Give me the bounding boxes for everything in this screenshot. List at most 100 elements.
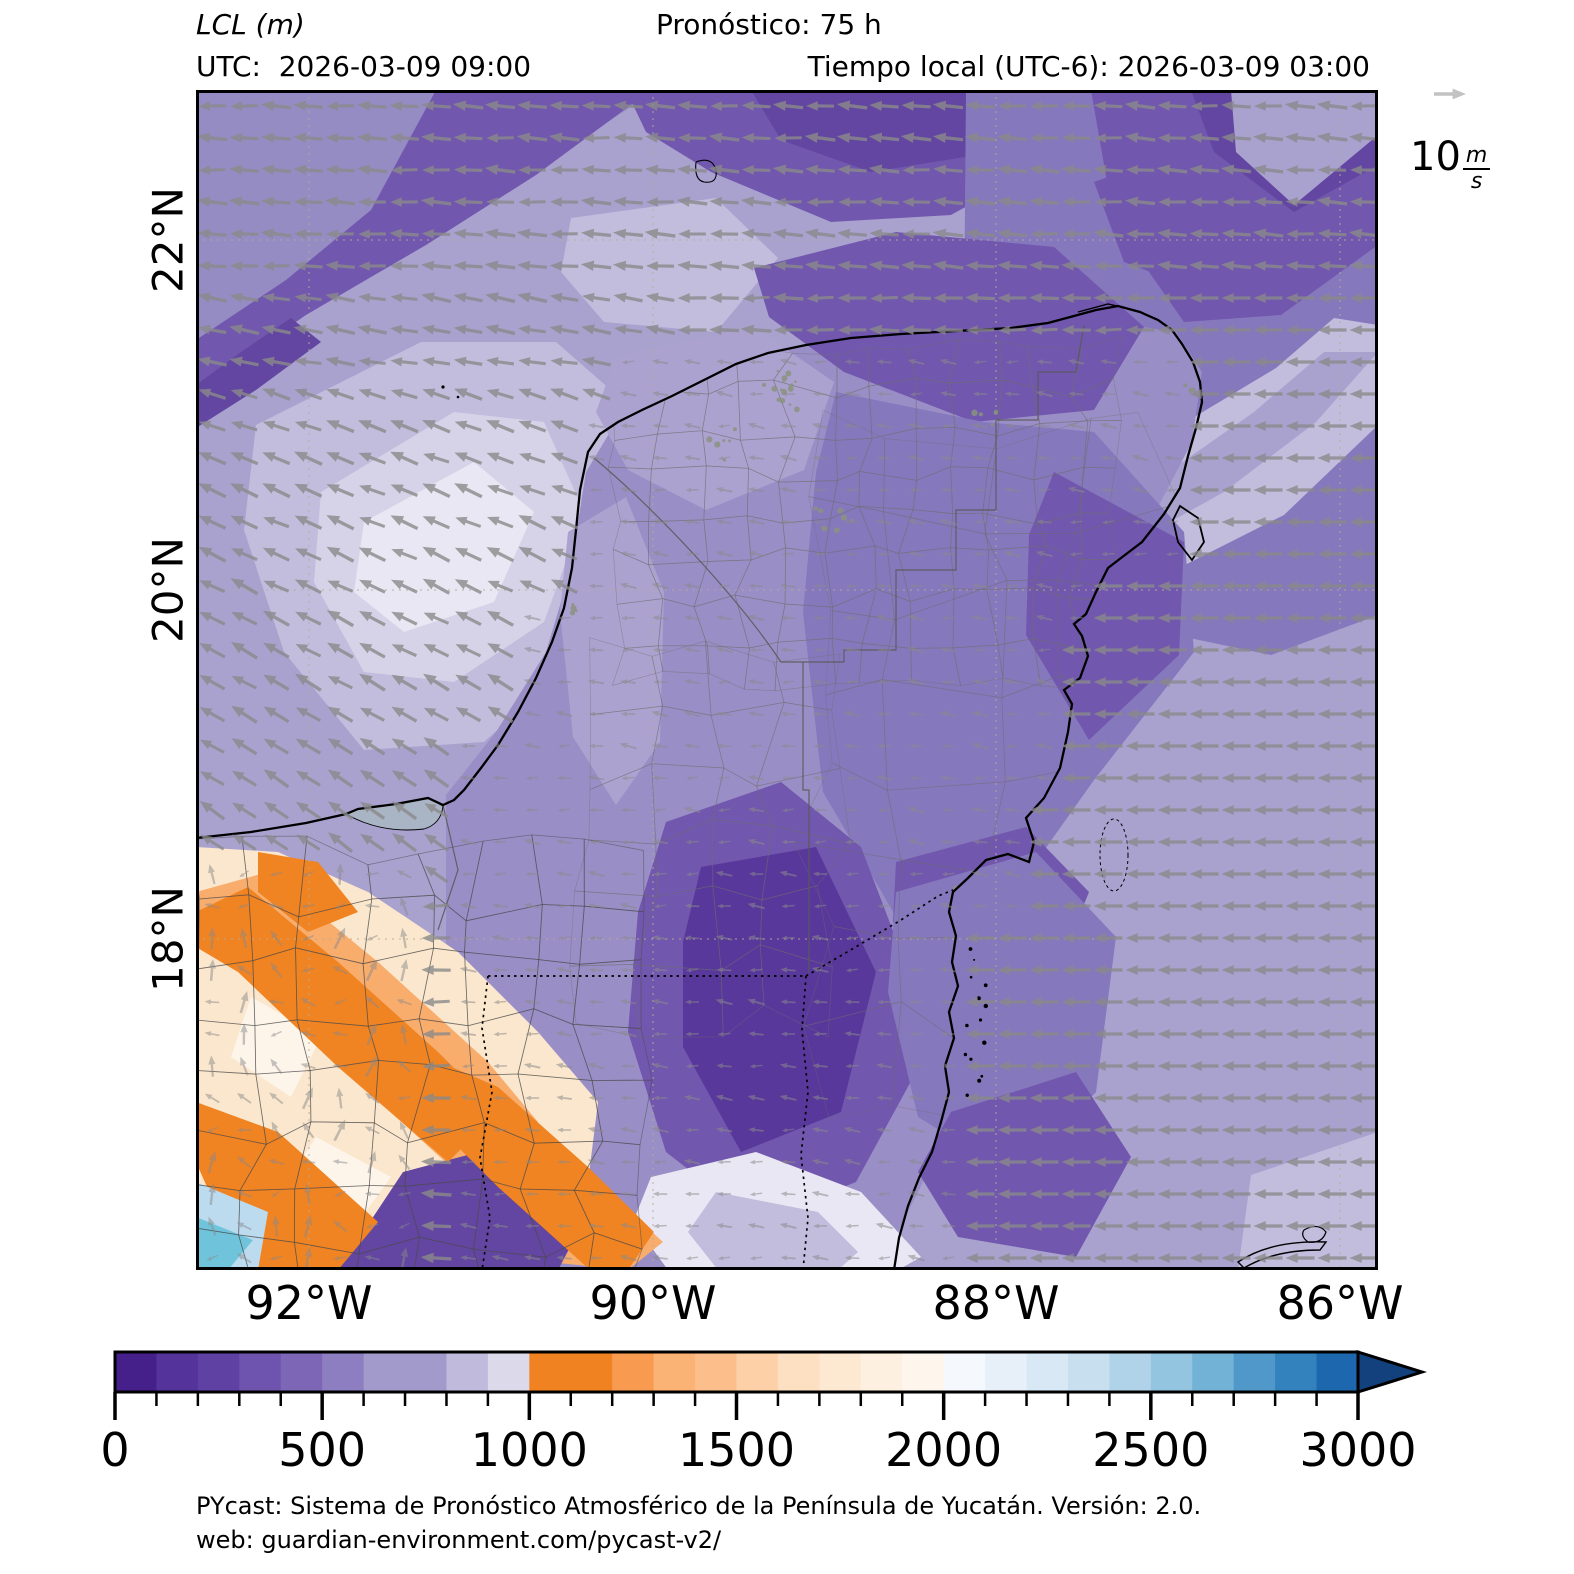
wind-arrow <box>1189 549 1219 559</box>
wind-arrow <box>1029 837 1059 847</box>
wind-arrow <box>620 807 636 813</box>
wind-arrow <box>1317 741 1347 751</box>
wind-arrow <box>900 132 932 143</box>
wind-arrow <box>197 292 228 303</box>
wind-arrow <box>390 451 419 466</box>
wind-arrow <box>877 551 891 557</box>
wind-arrow <box>748 679 765 685</box>
colorbar-cell <box>985 1352 1028 1392</box>
wind-arrow <box>199 580 226 593</box>
wind-arrow <box>1125 165 1155 175</box>
wind-arrow <box>965 1125 995 1135</box>
urban-dot <box>706 436 713 443</box>
state-border <box>781 324 1085 663</box>
wind-arrow <box>748 711 765 717</box>
wind-arrow <box>295 548 322 561</box>
wind-arrow <box>1125 293 1155 303</box>
wind-arrow <box>901 197 931 207</box>
wind-arrow <box>1189 805 1219 815</box>
wind-arrow <box>1029 1253 1059 1263</box>
wind-arrow <box>587 1158 605 1166</box>
wind-arrow <box>1285 837 1315 847</box>
reef-dot <box>456 395 460 399</box>
municipal-boundary <box>1001 579 1060 699</box>
wind-arrow <box>1189 229 1219 239</box>
wind-arrow <box>877 743 891 749</box>
wind-arrow <box>779 1094 797 1101</box>
wind-arrow <box>1285 453 1315 463</box>
wind-arrow <box>653 679 667 685</box>
wind-arrow <box>423 452 450 464</box>
wind-arrow <box>1062 229 1090 239</box>
state-border <box>437 804 459 931</box>
wind-arrow <box>1125 1125 1155 1135</box>
wind-arrow <box>230 452 259 466</box>
wind-arrow <box>549 197 579 207</box>
wind-arrow <box>1035 390 1053 398</box>
municipal-boundary <box>984 417 1092 535</box>
wind-arrow <box>486 357 515 367</box>
wind-arrow <box>620 1191 636 1197</box>
wind-arrow <box>620 1095 636 1101</box>
cozumel-island <box>1172 504 1205 562</box>
wind-arrow <box>877 711 891 717</box>
wind-arrow <box>907 422 925 429</box>
wind-arrow <box>971 710 989 717</box>
wind-arrow <box>747 902 765 910</box>
wind-arrow <box>523 742 541 749</box>
wind-arrow <box>229 292 259 303</box>
wind-arrow <box>487 516 514 529</box>
wind-arrow <box>1093 933 1123 943</box>
wind-arrow <box>589 807 603 813</box>
wind-arrow <box>973 647 987 653</box>
forecast-map <box>196 90 1378 1270</box>
wind-arrow <box>652 1095 668 1101</box>
wind-arrow <box>588 583 604 589</box>
wind-arrow <box>1125 645 1155 655</box>
wind-arrow <box>524 999 540 1005</box>
wind-arrow <box>588 903 605 909</box>
wind-arrow <box>484 260 516 271</box>
wind-arrow <box>460 999 476 1005</box>
wind-arrow <box>262 293 290 303</box>
wind-arrow <box>683 806 701 813</box>
wind-arrow <box>1189 260 1219 271</box>
wind-arrow <box>813 904 827 909</box>
wind-arrow <box>1061 869 1091 879</box>
municipal-boundary <box>792 841 902 939</box>
wind-arrow <box>749 967 763 973</box>
wind-arrow <box>964 292 996 303</box>
wind-arrow <box>1285 1061 1315 1071</box>
wind-arrow <box>685 999 699 1005</box>
wind-arrow <box>1029 901 1059 911</box>
wind-arrow <box>391 611 418 626</box>
wind-arrow <box>1093 101 1123 111</box>
wind-arrow <box>550 388 579 401</box>
wind-arrow <box>613 260 644 271</box>
wind-arrow <box>997 1125 1027 1135</box>
wind-arrow <box>932 228 964 239</box>
wind-arrow <box>555 710 573 717</box>
wind-arrow <box>845 936 859 941</box>
wind-arrow <box>1061 1221 1091 1231</box>
wind-arrow <box>844 423 860 429</box>
municipal-boundary <box>574 839 657 897</box>
municipal-boundary <box>883 511 1008 621</box>
wind-arrow <box>237 1093 252 1104</box>
wind-arrow <box>1189 997 1219 1007</box>
wind-arrow <box>422 578 451 595</box>
wind-arrow <box>1253 421 1283 431</box>
wind-arrow <box>1125 613 1155 623</box>
caye-dot <box>977 1078 982 1083</box>
wind-arrow <box>455 644 482 658</box>
holbox-island <box>1077 303 1127 313</box>
wind-arrow <box>582 292 611 303</box>
wind-arrow <box>524 1095 540 1101</box>
wind-arrow <box>237 903 251 909</box>
wind-arrow <box>1165 552 1179 557</box>
wind-arrow <box>198 452 227 466</box>
wind-arrow <box>781 903 795 909</box>
wind-arrow <box>262 452 291 466</box>
wind-arrow <box>1131 454 1149 462</box>
wind-arrow <box>940 1223 956 1229</box>
